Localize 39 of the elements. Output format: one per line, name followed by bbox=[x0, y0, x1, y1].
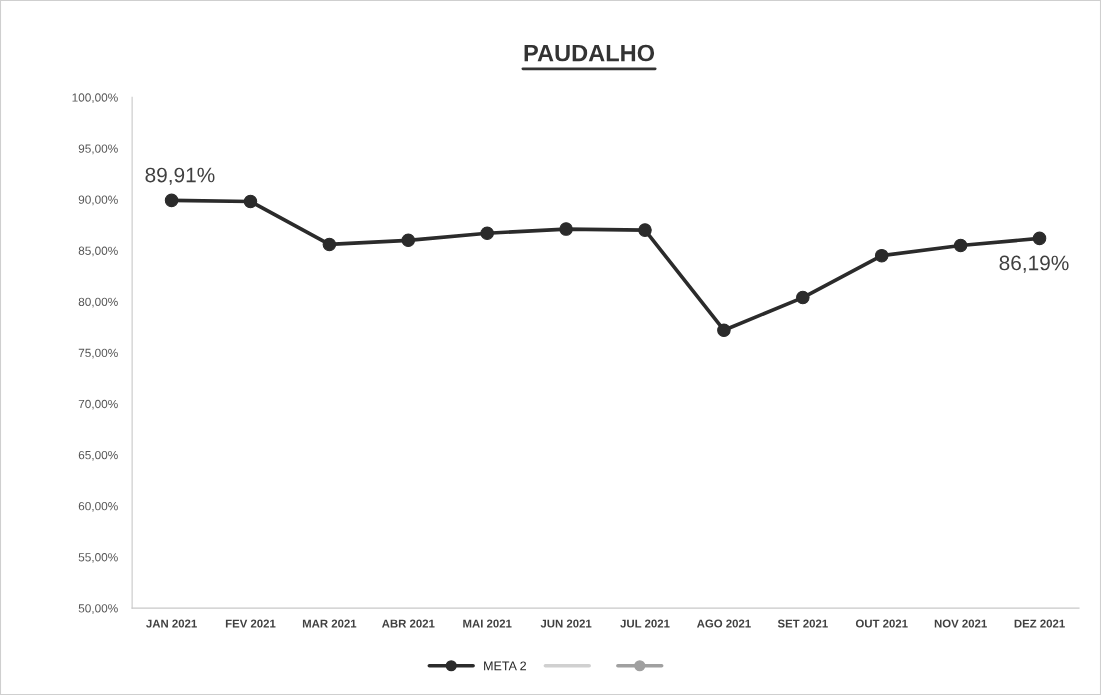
y-tick-label: 50,00% bbox=[78, 604, 118, 614]
y-tick-label: 75,00% bbox=[78, 348, 118, 359]
y-tick-label: 55,00% bbox=[78, 553, 118, 563]
point bbox=[1032, 231, 1047, 246]
x-tick-label: MAR 2021 bbox=[302, 619, 357, 628]
x-tick-label: DEZ 2021 bbox=[1014, 619, 1065, 628]
data-label: 86,19% bbox=[999, 255, 1069, 273]
x-tick-label: MAI 2021 bbox=[463, 619, 512, 628]
x-tick-label: JUL 2021 bbox=[620, 619, 670, 628]
x-tick-label: NOV 2021 bbox=[934, 619, 987, 628]
x-tick-label: JAN 2021 bbox=[146, 619, 197, 628]
legend-label: META 2 bbox=[484, 661, 527, 671]
point bbox=[953, 238, 968, 253]
point bbox=[243, 194, 258, 209]
point bbox=[717, 323, 731, 338]
y-tick-label: 90,00% bbox=[78, 195, 118, 206]
point bbox=[638, 223, 652, 237]
x-tick-label: SET 2021 bbox=[777, 619, 828, 628]
y-tick-label: 80,00% bbox=[78, 297, 118, 308]
y-tick-label: 85,00% bbox=[78, 246, 118, 257]
point bbox=[874, 248, 889, 263]
x-tick-label: OUT 2021 bbox=[855, 619, 908, 628]
y-tick-label: 70,00% bbox=[78, 399, 118, 410]
point bbox=[480, 226, 494, 240]
x-tick-label: FEV 2021 bbox=[225, 619, 276, 628]
point bbox=[796, 290, 810, 305]
x-tick-label: ABR 2021 bbox=[381, 619, 435, 628]
point bbox=[322, 237, 337, 252]
point bbox=[559, 222, 573, 236]
y-tick-label: 100,00% bbox=[72, 93, 118, 104]
y-tick-label: 60,00% bbox=[78, 501, 118, 512]
y-tick-label: 65,00% bbox=[78, 450, 118, 461]
x-tick-label: AGO 2021 bbox=[696, 619, 751, 628]
y-tick-label: 95,00% bbox=[78, 144, 118, 155]
data-label: 89,91% bbox=[145, 167, 215, 185]
point bbox=[401, 233, 416, 248]
x-tick-label: JUN 2021 bbox=[540, 619, 592, 628]
point bbox=[164, 193, 179, 208]
chart-title: PAUDALHO bbox=[524, 44, 655, 62]
